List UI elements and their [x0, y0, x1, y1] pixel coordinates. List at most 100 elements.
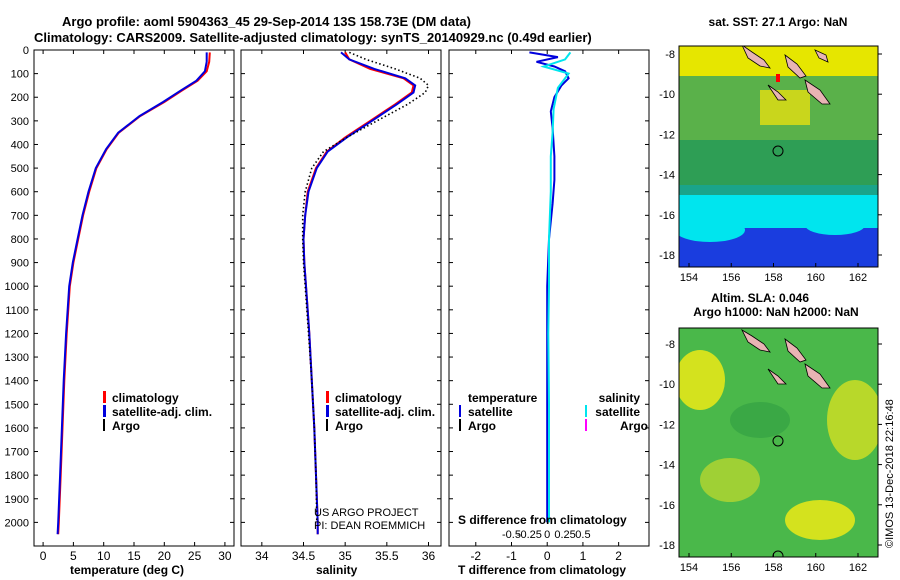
legend-swatch-climatology — [326, 391, 329, 403]
legend-swatch-climatology — [103, 391, 106, 403]
sla-map-subtitle: Argo h1000: NaN h2000: NaN — [693, 305, 858, 319]
temperature-x-axis: 0 5 10 15 20 25 30 — [40, 50, 232, 563]
sla-map-title: Altim. SLA: 0.046 — [711, 291, 809, 305]
map-x-tick-label: 162 — [849, 562, 867, 574]
depth-tick-label: 500 — [11, 163, 29, 175]
map-x-tick-label: 160 — [807, 562, 825, 574]
map-y-tick-label: -16 — [659, 210, 675, 222]
map-x-tick-label: 158 — [764, 562, 782, 574]
map-y-tick-label: -12 — [659, 419, 675, 431]
map-x-tick-label: 156 — [722, 272, 740, 284]
x-tick-label: 34.5 — [292, 549, 316, 563]
depth-tick-label: 1600 — [5, 423, 29, 435]
legend-title-temperature: temperature — [468, 391, 538, 405]
salinity-panel-frame — [240, 49, 442, 547]
salinity-difference-tick-label: -0.25 — [517, 529, 542, 541]
difference-x-axis: -2 -1 0 1 2 — [470, 50, 622, 563]
legend-swatch-salinity-satellite — [585, 405, 587, 417]
salinity-difference-tick-label: 0.25 — [554, 529, 575, 541]
legend-label-temperature-satellite: satellite — [468, 405, 513, 419]
x-tick-label: 0 — [40, 549, 47, 563]
x-tick-label: -1 — [506, 549, 517, 563]
salinity-xlabel: salinity — [316, 563, 358, 577]
legend-label-temperature-argo: Argo — [468, 419, 496, 433]
depth-tick-label: 900 — [11, 258, 29, 270]
map-x-tick-label: 154 — [680, 272, 698, 284]
map-x-tick-label: 158 — [764, 272, 782, 284]
depth-tick-label: 700 — [11, 210, 29, 222]
map-y-tick-label: -10 — [659, 89, 675, 101]
figure-title: Argo profile: aoml 5904363_45 29-Sep-201… — [62, 14, 471, 29]
map-y-tick-label: -16 — [659, 500, 675, 512]
legend-label-satellite: satellite-adj. clim. — [112, 405, 212, 419]
salinity-difference-tick-label: 0 — [544, 529, 550, 541]
depth-tick-label: 1300 — [5, 352, 29, 364]
salinity-series — [301, 51, 430, 535]
sst-map — [679, 46, 878, 267]
depth-tick-label: 600 — [11, 187, 29, 199]
depth-tick-label: 200 — [11, 92, 29, 104]
depth-tick-label: 1700 — [5, 447, 29, 459]
map-y-tick-label: -14 — [659, 170, 675, 182]
x-tick-label: 1 — [580, 549, 587, 563]
x-tick-label: 10 — [97, 549, 111, 563]
map-y-tick-label: -18 — [659, 250, 675, 262]
legend-label-argo: Argo — [112, 419, 140, 433]
map-y-tick-label: -10 — [659, 379, 675, 391]
series-line-satellite-adj-clim- — [302, 51, 417, 535]
difference-series — [529, 51, 572, 523]
depth-axis: 0 100 200 300 400 500 600 700 800 900 1000 1100 1200… — [5, 45, 649, 529]
series-line-climatology — [302, 51, 415, 535]
x-tick-label: 20 — [158, 549, 172, 563]
map-y-tick-label: -8 — [665, 339, 675, 351]
x-tick-label: 15 — [127, 549, 141, 563]
salinity-difference-xlabel: S difference from climatology — [458, 513, 627, 527]
x-tick-label: 36 — [422, 549, 436, 563]
legend-label-climatology: climatology — [335, 391, 402, 405]
legend-swatch-argo — [103, 419, 105, 431]
legend-label-salinity-satellite: satellite — [595, 405, 640, 419]
difference-xlabel: T difference from climatology — [458, 563, 626, 577]
depth-tick-label: 0 — [23, 45, 29, 57]
x-tick-label: 0 — [544, 549, 551, 563]
project-credit: US ARGO PROJECT — [314, 507, 419, 519]
map-y-tick-label: -14 — [659, 460, 675, 472]
temperature-panel-frame — [33, 49, 235, 547]
depth-tick-label: 1800 — [5, 470, 29, 482]
series-line-salinity-satellite — [540, 51, 572, 523]
depth-tick-label: 800 — [11, 234, 29, 246]
map-y-tick-label: -8 — [665, 49, 675, 61]
salinity-difference-axis: -0.5-0.25 0 0.25 0.5 — [502, 529, 591, 541]
map-y-tick-label: -18 — [659, 540, 675, 552]
figure-subtitle: Climatology: CARS2009. Satellite-adjuste… — [34, 30, 592, 45]
legend-label-climatology: climatology — [112, 391, 179, 405]
imos-stamp: ©IMOS 13-Dec-2018 22:16:48 — [884, 399, 896, 548]
x-tick-label: 5 — [70, 549, 77, 563]
legend-swatch-satellite — [326, 405, 329, 417]
map-x-tick-label: 154 — [680, 562, 698, 574]
sst-map-title: sat. SST: 27.1 Argo: NaN — [709, 15, 848, 29]
sla-map-axes: -8 -10 -12 -14 -16 -18 154 156 158 160 162 — [659, 339, 882, 574]
map-y-tick-label: -12 — [659, 129, 675, 141]
legend-label-argo: Argo — [335, 419, 363, 433]
sla-map-frame — [678, 327, 879, 558]
depth-tick-label: 1400 — [5, 376, 29, 388]
legend-swatch-satellite — [103, 405, 106, 417]
x-tick-label: 2 — [615, 549, 622, 563]
series-line-climatology — [57, 52, 211, 535]
depth-tick-label: 1900 — [5, 494, 29, 506]
salinity-difference-tick-label: -0.5 — [502, 529, 521, 541]
series-line-satellite-adj-clim- — [56, 52, 208, 535]
sst-map-axes: -8 -10 -12 -14 -16 -18 154 156 158 160 162 — [659, 49, 882, 284]
legend-swatch-temperature-argo — [459, 419, 461, 431]
salinity-x-axis: 34 34.5 35 35.5 36 — [255, 50, 435, 563]
x-tick-label: -2 — [470, 549, 481, 563]
x-tick-label: 35 — [338, 549, 352, 563]
temperature-xlabel: temperature (deg C) — [70, 563, 184, 577]
depth-tick-label: 300 — [11, 116, 29, 128]
temperature-legend: climatology satellite-adj. clim. Argo — [103, 391, 212, 433]
sla-map — [679, 328, 878, 557]
sst-map-frame — [678, 45, 879, 268]
depth-tick-label: 100 — [11, 69, 29, 81]
